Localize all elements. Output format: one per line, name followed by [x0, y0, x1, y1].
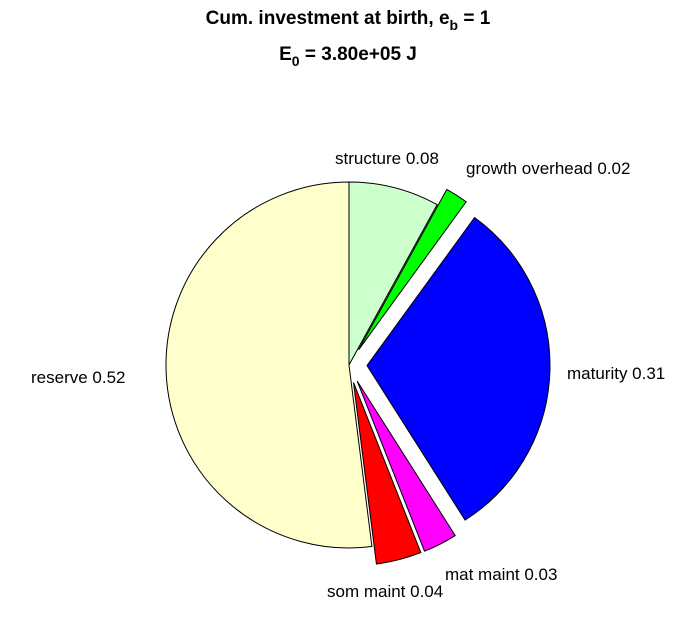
chart-subtitle: E0 = 3.80e+05 J	[0, 44, 696, 69]
slice-label-som-maint: som maint 0.04	[327, 582, 443, 601]
slice-label-structure: structure 0.08	[335, 149, 439, 168]
pie-labels: structure 0.08 growth overhead 0.02 maturi…	[31, 149, 665, 601]
pie-slice-reserve	[165, 181, 373, 549]
pie-slice-growth-overhead	[358, 188, 467, 351]
slice-label-reserve: reserve 0.52	[31, 368, 126, 387]
chart-title-subscript: b	[449, 17, 459, 33]
chart-subtitle-suffix: = 3.80e+05 J	[299, 44, 417, 65]
chart-subtitle-prefix: E	[279, 44, 292, 65]
pie-slice-structure	[348, 181, 438, 366]
pie-slice-mat-maint	[356, 380, 456, 552]
chart-title: Cum. investment at birth, eb = 1	[0, 8, 696, 33]
slice-label-growth-overhead: growth overhead 0.02	[466, 159, 630, 178]
pie-slices	[165, 181, 551, 565]
chart-subtitle-subscript: 0	[291, 53, 300, 69]
pie-slice-maturity	[366, 216, 551, 521]
chart-title-prefix: Cum. investment at birth, e	[205, 8, 450, 29]
pie-slice-som-maint	[352, 382, 422, 565]
slice-label-mat-maint: mat maint 0.03	[445, 565, 557, 584]
slice-label-maturity: maturity 0.31	[567, 364, 665, 383]
chart-title-suffix: = 1	[458, 8, 491, 29]
